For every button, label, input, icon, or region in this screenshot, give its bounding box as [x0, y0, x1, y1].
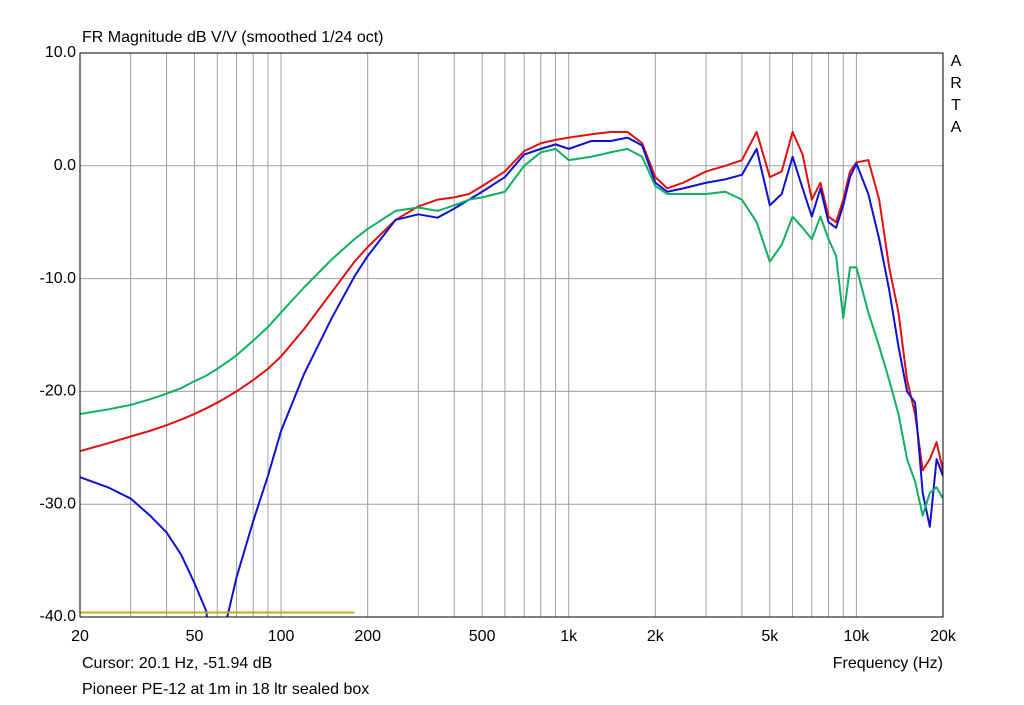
plot-area	[80, 130, 943, 617]
y-tick-label: -30.0	[40, 495, 77, 512]
plot-frame	[79, 52, 944, 618]
axis-labels: 20 50 100 200 500 1k 2k 5k 10k 20k -40.0 -30.0 -20.0…	[40, 44, 957, 645]
chart-title: FR Magnitude dB V/V (smoothed 1/24 oct)	[82, 29, 383, 46]
y-tick-label: -10.0	[40, 270, 77, 287]
x-tick-label: 100	[268, 628, 295, 645]
x-tick-label: 20	[71, 628, 89, 645]
x-tick-label: 50	[186, 628, 204, 645]
caption: Pioneer PE-12 at 1m in 18 ltr sealed box	[82, 681, 369, 698]
y-tick-label: -20.0	[40, 383, 77, 400]
y-tick-label: -40.0	[40, 608, 77, 625]
cursor-readout: Cursor: 20.1 Hz, -51.94 dB	[82, 655, 272, 672]
watermark-letter: A	[951, 53, 962, 70]
x-tick-label: 500	[469, 628, 496, 645]
watermark-letter: A	[951, 119, 962, 136]
y-tick-label: 0.0	[54, 157, 76, 174]
series-line	[80, 130, 943, 472]
grid	[79, 52, 944, 618]
x-tick-label: 20k	[930, 628, 957, 645]
watermark-letter: T	[951, 97, 961, 114]
x-tick-label: 10k	[844, 628, 871, 645]
series-line	[80, 136, 943, 617]
x-tick-label: 5k	[761, 628, 779, 645]
x-tick-label: 2k	[647, 628, 665, 645]
x-axis-label: Frequency (Hz)	[833, 655, 943, 672]
series-line	[80, 147, 943, 517]
x-tick-label: 1k	[560, 628, 578, 645]
y-tick-label: 10.0	[45, 44, 76, 61]
x-tick-label: 200	[354, 628, 381, 645]
watermark-letter: R	[950, 75, 962, 92]
